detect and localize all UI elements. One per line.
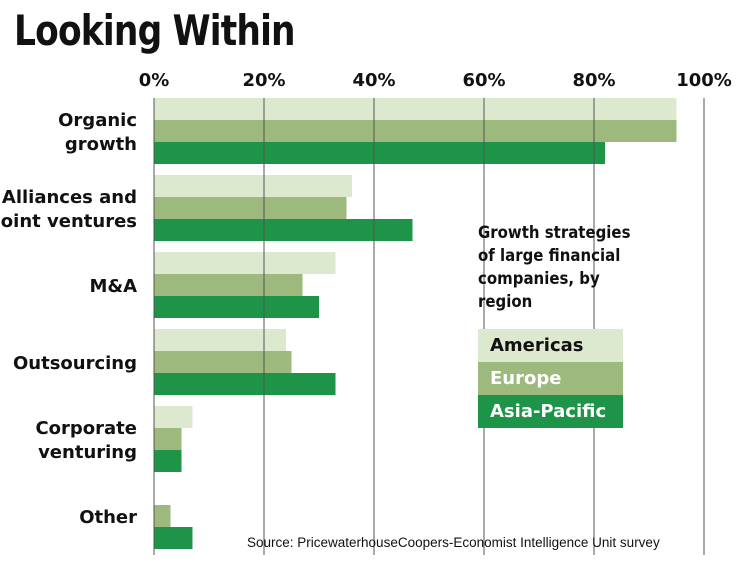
bar-europe-2: [154, 274, 303, 296]
chart-title: Looking Within: [14, 6, 296, 55]
bar-americas-2: [154, 252, 336, 274]
bar-europe-0: [154, 120, 677, 142]
x-tick-label: 80%: [572, 70, 615, 91]
x-tick-label: 60%: [462, 70, 505, 91]
category-label: Other: [79, 507, 137, 528]
category-label: venturing: [38, 442, 137, 463]
category-label: growth: [65, 134, 137, 155]
legend-item-europe: Europe: [478, 362, 623, 395]
x-tick-label: 100%: [676, 70, 732, 91]
bar-americas-3: [154, 329, 286, 351]
bar-europe-5: [154, 505, 171, 527]
bar-asia-pacific-0: [154, 142, 605, 164]
bar-europe-1: [154, 197, 347, 219]
legend-title: Growth strategies of large financial com…: [478, 223, 631, 312]
legend-item-americas: Americas: [478, 329, 623, 362]
bar-asia-pacific-4: [154, 450, 182, 472]
x-tick-label: 40%: [352, 70, 395, 91]
bar-americas-1: [154, 175, 352, 197]
bar-europe-4: [154, 428, 182, 450]
bar-asia-pacific-2: [154, 296, 319, 318]
bar-americas-4: [154, 406, 193, 428]
legend-item-asia-pacific: Asia-Pacific: [478, 395, 623, 428]
bar-americas-0: [154, 98, 677, 120]
bar-asia-pacific-3: [154, 373, 336, 395]
bar-asia-pacific-5: [154, 527, 193, 549]
category-label: Outsourcing: [13, 353, 137, 374]
category-label: joint ventures: [0, 211, 137, 232]
source-note: Source: PricewaterhouseCoopers-Economist…: [247, 535, 660, 550]
category-label: Organic: [58, 110, 137, 131]
bar-europe-3: [154, 351, 292, 373]
x-tick-label: 0%: [139, 70, 170, 91]
bar-asia-pacific-1: [154, 219, 413, 241]
category-label: M&A: [89, 276, 137, 297]
category-label: Alliances and: [2, 187, 137, 208]
category-label: Corporate: [35, 418, 137, 439]
x-tick-label: 20%: [242, 70, 285, 91]
